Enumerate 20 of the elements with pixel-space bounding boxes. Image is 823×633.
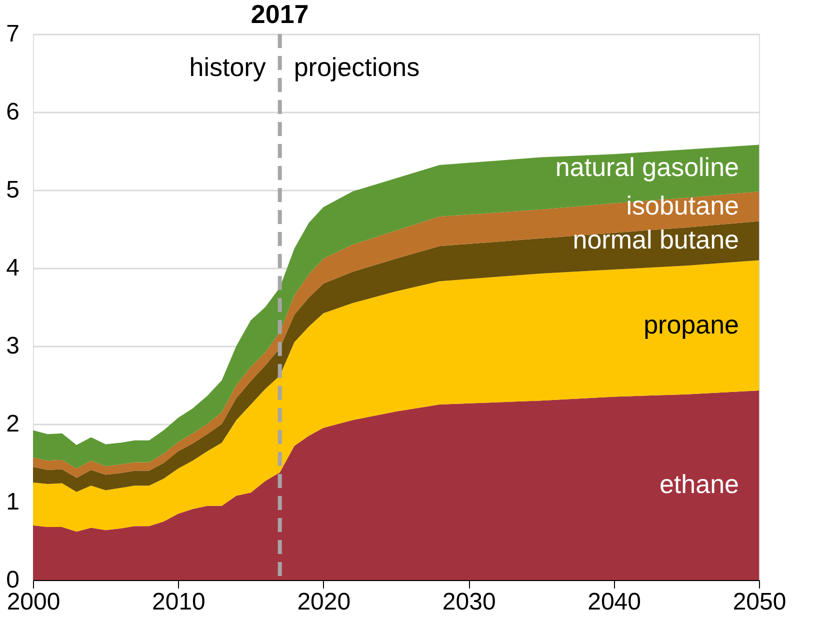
annotation: history <box>189 52 266 82</box>
y-tick-label: 1 <box>6 488 20 516</box>
series-label: natural gasoline <box>555 152 739 182</box>
annotation: projections <box>294 52 420 82</box>
y-tick-label: 4 <box>6 254 20 282</box>
x-tick-label: 2020 <box>297 588 351 616</box>
y-tick-label: 2 <box>6 410 20 438</box>
x-tick-label: 2030 <box>442 588 496 616</box>
series-label: normal butane <box>572 224 739 255</box>
x-tick-label: 2040 <box>588 588 641 616</box>
x-tick-label: 2010 <box>152 588 206 616</box>
y-tick-label: 6 <box>6 98 20 126</box>
series-label: ethane <box>659 469 739 500</box>
y-tick-label: 7 <box>6 20 20 48</box>
series-label: propane <box>644 309 739 340</box>
y-tick-label: 3 <box>6 332 20 360</box>
y-tick-label: 5 <box>6 176 20 204</box>
ref-line-label: 2017 <box>250 0 309 29</box>
series-label: isobutane <box>626 190 739 220</box>
x-tick-label: 2050 <box>732 588 786 616</box>
